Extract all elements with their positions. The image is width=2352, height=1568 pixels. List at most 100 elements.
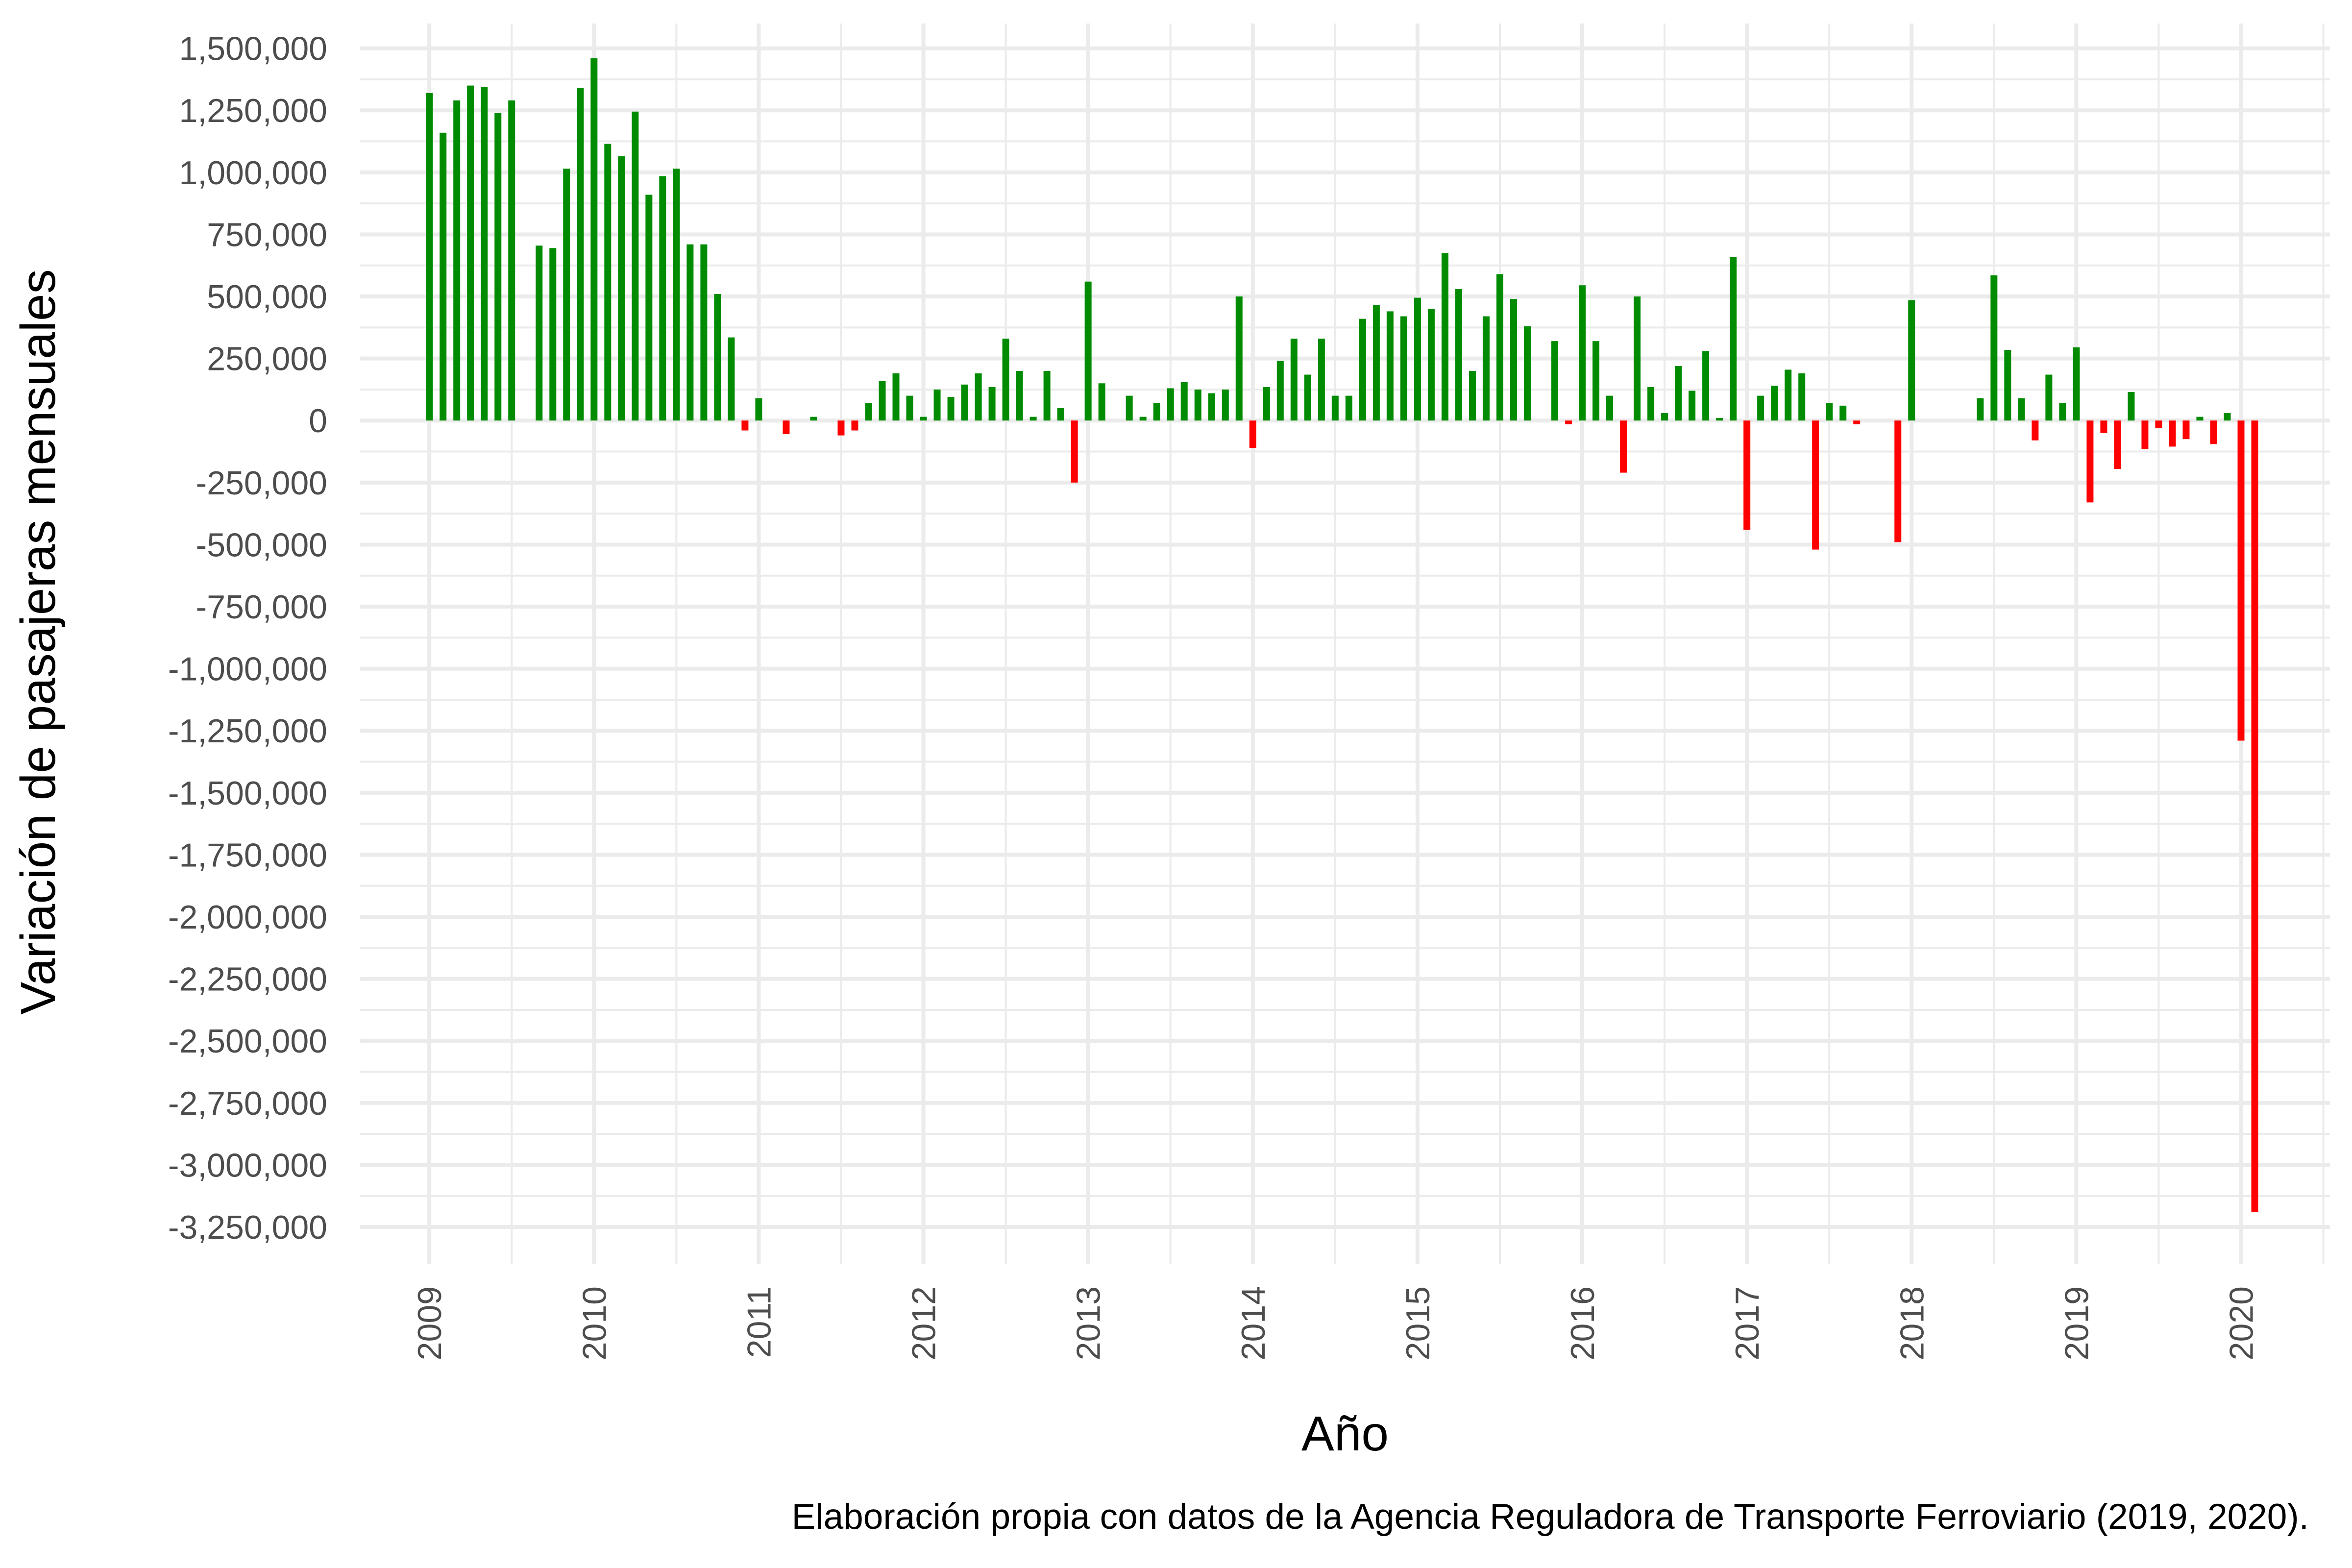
bar bbox=[1167, 388, 1174, 421]
bar bbox=[618, 156, 625, 421]
bar bbox=[1043, 370, 1051, 421]
bar bbox=[686, 244, 694, 421]
bar bbox=[426, 93, 433, 421]
bar bbox=[1894, 420, 1902, 542]
bar bbox=[2073, 347, 2080, 421]
bar bbox=[933, 389, 941, 421]
bar bbox=[1208, 393, 1215, 421]
bar bbox=[1661, 413, 1668, 421]
bar bbox=[2128, 392, 2135, 421]
bar bbox=[2004, 349, 2011, 421]
bar bbox=[728, 337, 735, 421]
y-tick-label: 250,000 bbox=[207, 341, 327, 378]
bar bbox=[1318, 339, 1325, 421]
bar bbox=[1249, 420, 1256, 448]
bar bbox=[1372, 305, 1380, 421]
bar bbox=[1441, 253, 1448, 421]
bar bbox=[2196, 416, 2204, 421]
y-tick-label: 0 bbox=[309, 402, 327, 440]
x-axis-ticks: 2009 2010 2011 2012 2013 2014 2015 2016 2017 2018… bbox=[411, 1286, 2260, 1360]
bar bbox=[2155, 420, 2162, 428]
y-tick-label: -250,000 bbox=[196, 465, 327, 502]
y-tick-label: -2,500,000 bbox=[168, 1023, 327, 1060]
bar bbox=[892, 373, 900, 421]
bar bbox=[494, 113, 502, 421]
bar bbox=[1689, 391, 1696, 421]
bar bbox=[700, 244, 708, 421]
y-tick-label: -750,000 bbox=[196, 588, 327, 626]
bar bbox=[1908, 300, 1915, 421]
y-tick-label: -2,250,000 bbox=[168, 961, 327, 998]
bar bbox=[2086, 420, 2094, 503]
bar bbox=[837, 420, 845, 436]
bar bbox=[1016, 370, 1023, 421]
bar bbox=[1730, 257, 1737, 421]
y-tick-label: 1,500,000 bbox=[179, 30, 327, 68]
y-tick-label: -3,000,000 bbox=[168, 1147, 327, 1184]
bar bbox=[1510, 299, 1517, 421]
y-tick-label: -1,000,000 bbox=[168, 651, 327, 688]
bar bbox=[2114, 420, 2121, 469]
bar bbox=[549, 248, 557, 421]
bar bbox=[961, 384, 968, 421]
bar bbox=[1977, 398, 1984, 421]
bar bbox=[1482, 316, 1490, 421]
bar bbox=[440, 132, 447, 421]
bar bbox=[1496, 274, 1503, 421]
bar bbox=[1400, 316, 1407, 421]
bar bbox=[906, 395, 913, 421]
x-tick-label: 2019 bbox=[2058, 1286, 2095, 1360]
bar bbox=[1455, 289, 1462, 421]
bar bbox=[920, 416, 927, 421]
bar bbox=[1386, 311, 1394, 421]
bar bbox=[879, 381, 886, 421]
bar bbox=[865, 403, 872, 421]
x-tick-label: 2013 bbox=[1070, 1286, 1107, 1360]
bar bbox=[1990, 275, 1998, 421]
y-tick-label: 1,000,000 bbox=[179, 154, 327, 192]
bar bbox=[975, 373, 982, 421]
bar bbox=[1359, 318, 1366, 421]
y-tick-label: -500,000 bbox=[196, 526, 327, 564]
bar bbox=[1785, 369, 1792, 421]
bar bbox=[1606, 395, 1614, 421]
bar bbox=[1029, 416, 1037, 421]
bars bbox=[426, 58, 2258, 1212]
bar bbox=[1071, 420, 1078, 483]
bar bbox=[1126, 395, 1133, 421]
bar bbox=[645, 195, 653, 421]
bar bbox=[632, 111, 639, 421]
bar bbox=[1414, 297, 1421, 421]
y-axis-ticks: 1,500,000 1,250,000 1,000,000 750,000 500,00… bbox=[168, 30, 327, 1246]
bar bbox=[1427, 309, 1435, 421]
bar bbox=[604, 144, 612, 421]
bar bbox=[783, 420, 790, 435]
x-tick-label: 2010 bbox=[576, 1286, 613, 1360]
bar bbox=[467, 85, 474, 421]
bar bbox=[1826, 403, 1833, 421]
bar bbox=[1798, 373, 1806, 421]
bar bbox=[1139, 416, 1147, 421]
bar bbox=[673, 169, 680, 421]
bar bbox=[2210, 420, 2217, 444]
bar bbox=[508, 100, 515, 421]
bar bbox=[1771, 386, 1778, 421]
x-tick-label: 2009 bbox=[411, 1286, 448, 1360]
bar bbox=[1098, 383, 1105, 421]
x-tick-label: 2017 bbox=[1729, 1286, 1766, 1360]
bar bbox=[1839, 405, 1847, 421]
x-tick-label: 2016 bbox=[1564, 1286, 1601, 1360]
bar bbox=[1057, 408, 1064, 421]
bar bbox=[810, 416, 817, 421]
bar bbox=[714, 294, 721, 421]
bar bbox=[590, 58, 598, 421]
bar bbox=[851, 420, 858, 431]
bar bbox=[1304, 374, 1311, 421]
bar bbox=[1002, 339, 1009, 421]
bar bbox=[659, 176, 666, 421]
bar bbox=[1222, 389, 1229, 421]
bar bbox=[741, 420, 749, 431]
bar bbox=[536, 245, 543, 421]
bar bbox=[988, 387, 996, 421]
